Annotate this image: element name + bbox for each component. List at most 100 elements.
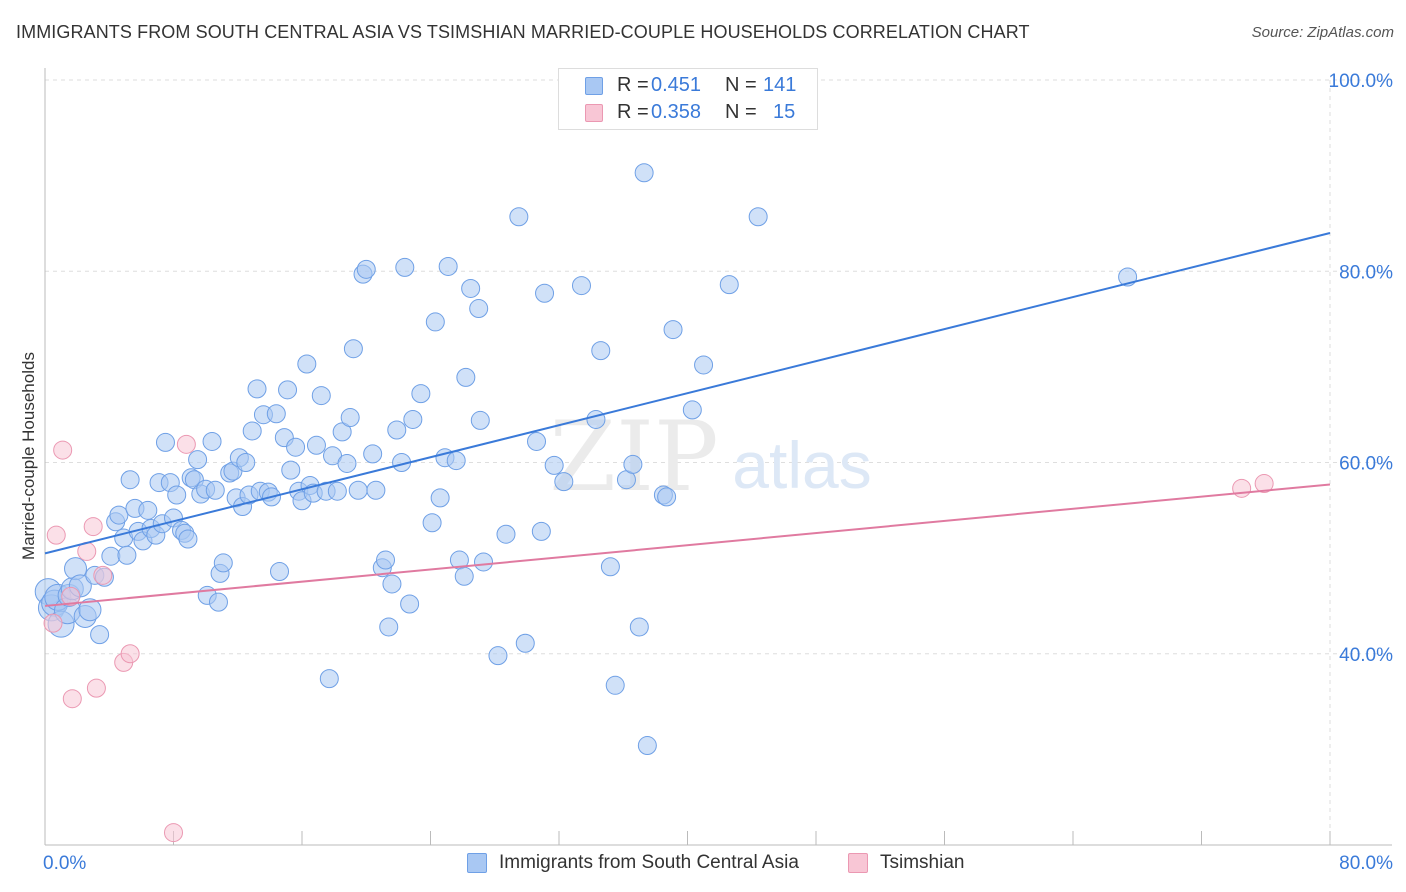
point-immigrants [634, 163, 654, 183]
trend-line-immigrants [44, 232, 1331, 555]
point-immigrants [591, 341, 611, 361]
point-immigrants [605, 675, 625, 695]
legend-r-value: 0.358 [651, 101, 702, 123]
legend-n-label: N = [725, 101, 757, 123]
point-immigrants [663, 320, 683, 340]
point-immigrants [311, 386, 331, 406]
point-immigrants [332, 422, 352, 442]
point-immigrants [470, 410, 490, 430]
legend-n-value: 141 [763, 74, 797, 96]
point-immigrants [242, 421, 262, 441]
point-tsimshian [86, 678, 106, 698]
correlation-legend: R = 0.451 N = 141 R = 0.358 N = 15 [558, 68, 818, 130]
point-immigrants [425, 312, 445, 332]
legend-n-value: 15 [773, 101, 796, 123]
point-immigrants [101, 546, 121, 566]
point-immigrants [286, 437, 306, 457]
point-immigrants [155, 432, 175, 452]
point-immigrants [430, 488, 450, 508]
tick-labels: 40.0% 60.0% 80.0% 100.0% 0.0% 80.0% [43, 71, 1393, 874]
point-immigrants [109, 505, 129, 525]
source-link[interactable]: ZipAtlas.com [1307, 24, 1394, 41]
point-immigrants [694, 355, 714, 375]
trend-line-tsimshian [44, 483, 1331, 607]
point-immigrants [515, 633, 535, 653]
point-immigrants [178, 529, 198, 549]
point-immigrants [748, 207, 768, 227]
point-immigrants [120, 470, 140, 490]
point-immigrants [78, 598, 102, 622]
series-label: Immigrants from South Central Asia [499, 852, 799, 873]
point-tsimshian [62, 689, 82, 709]
point-immigrants [422, 513, 442, 533]
point-immigrants [247, 379, 267, 399]
source-label: Source: [1251, 24, 1304, 41]
point-immigrants [356, 259, 376, 279]
point-immigrants [205, 480, 225, 500]
point-immigrants [117, 545, 137, 565]
point-immigrants [461, 278, 481, 298]
point-immigrants [474, 552, 494, 572]
point-immigrants [411, 384, 431, 404]
point-tsimshian [93, 565, 113, 585]
point-immigrants [600, 557, 620, 577]
point-immigrants [266, 404, 286, 424]
point-immigrants [387, 420, 407, 440]
point-immigrants [382, 574, 402, 594]
point-immigrants [454, 566, 474, 586]
point-tsimshian [120, 644, 140, 664]
point-immigrants [571, 276, 591, 296]
y-tick-label: 100.0% [1329, 71, 1394, 92]
chart-title: IMMIGRANTS FROM SOUTH CENTRAL ASIA VS TS… [16, 22, 1030, 42]
point-immigrants [544, 455, 564, 475]
point-immigrants [208, 592, 228, 612]
legend-r-value: 0.451 [651, 74, 702, 96]
point-immigrants [509, 207, 529, 227]
point-immigrants [554, 472, 574, 492]
point-tsimshian [1232, 478, 1252, 498]
point-tsimshian [176, 434, 196, 454]
point-immigrants [527, 431, 547, 451]
point-immigrants [188, 450, 208, 470]
point-immigrants [297, 354, 317, 374]
y-tick-label: 60.0% [1339, 454, 1393, 475]
point-tsimshian [83, 517, 103, 537]
point-immigrants [379, 617, 399, 637]
legend-r-label: R = [617, 101, 649, 123]
legend-n-label: N = [725, 74, 757, 96]
x-tick-label: 80.0% [1339, 853, 1393, 874]
point-immigrants [719, 275, 739, 295]
point-immigrants [213, 553, 233, 573]
point-tsimshian [46, 525, 66, 545]
point-immigrants [488, 646, 508, 666]
point-immigrants [340, 408, 360, 428]
point-immigrants [531, 521, 551, 541]
point-immigrants [403, 409, 423, 429]
series-swatch-pink [848, 853, 868, 873]
point-immigrants [236, 453, 256, 472]
point-immigrants [319, 669, 339, 689]
legend-swatch-pink [585, 104, 603, 122]
trend-lines [44, 232, 1331, 607]
point-immigrants [306, 435, 326, 455]
series-swatch-blue [467, 853, 487, 873]
point-immigrants [366, 480, 386, 500]
data-points [34, 163, 1274, 843]
point-immigrants [278, 380, 298, 400]
source-attribution[interactable]: Source: ZipAtlas.com [1252, 24, 1394, 41]
point-immigrants [270, 562, 290, 582]
point-immigrants [348, 480, 368, 500]
point-immigrants [400, 594, 420, 614]
y-tick-label: 80.0% [1339, 262, 1393, 283]
point-tsimshian [1254, 474, 1274, 494]
point-immigrants [629, 617, 649, 637]
point-immigrants [202, 431, 222, 451]
point-tsimshian [53, 440, 73, 460]
point-immigrants [138, 500, 158, 520]
x-tick-label: 0.0% [43, 853, 86, 874]
point-immigrants [682, 400, 702, 420]
y-tick-label: 40.0% [1339, 645, 1393, 666]
watermark-atlas: atlas [732, 428, 871, 502]
point-immigrants [90, 625, 110, 645]
